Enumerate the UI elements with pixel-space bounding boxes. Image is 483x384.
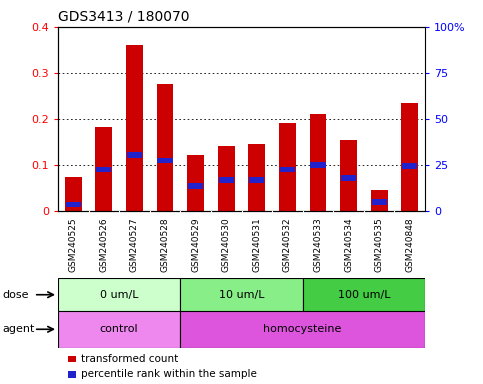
Bar (371, 199, 387, 205)
Text: 100 um/L: 100 um/L (338, 290, 390, 300)
Text: GSM240535: GSM240535 (375, 217, 384, 272)
Bar (249, 177, 265, 183)
Text: agent: agent (2, 324, 35, 334)
Text: GSM240530: GSM240530 (222, 217, 231, 272)
Bar (96, 127, 112, 211)
Text: homocysteine: homocysteine (264, 324, 342, 334)
Bar (248, 144, 265, 211)
Text: GSM240528: GSM240528 (160, 217, 170, 272)
Text: GSM240525: GSM240525 (69, 217, 78, 272)
Bar (180, 278, 303, 311)
Bar (303, 278, 425, 311)
Bar (127, 152, 142, 158)
Bar (58, 278, 180, 311)
Text: GSM240534: GSM240534 (344, 217, 353, 272)
Text: transformed count: transformed count (81, 354, 178, 364)
Bar (156, 84, 173, 211)
Text: percentile rank within the sample: percentile rank within the sample (81, 369, 257, 379)
Bar (188, 183, 203, 189)
Bar (58, 311, 180, 348)
Bar (279, 123, 296, 211)
Bar (280, 167, 295, 172)
Text: GSM240527: GSM240527 (130, 217, 139, 272)
Bar (126, 45, 143, 211)
Text: GSM240526: GSM240526 (99, 217, 108, 272)
Bar (180, 311, 425, 348)
Text: dose: dose (2, 290, 29, 300)
Bar (371, 190, 387, 211)
Bar (310, 114, 327, 211)
Bar (401, 103, 418, 211)
Text: GSM240533: GSM240533 (313, 217, 323, 272)
Text: GSM240531: GSM240531 (252, 217, 261, 272)
Bar (311, 162, 326, 168)
Text: 10 um/L: 10 um/L (219, 290, 264, 300)
Text: control: control (100, 324, 139, 334)
Bar (218, 146, 235, 211)
Bar (340, 140, 357, 211)
Bar (341, 175, 356, 181)
Text: GSM240848: GSM240848 (405, 217, 414, 272)
Text: GDS3413 / 180070: GDS3413 / 180070 (58, 10, 189, 23)
Bar (402, 163, 417, 169)
Bar (219, 177, 234, 183)
Text: 0 um/L: 0 um/L (100, 290, 139, 300)
Bar (66, 202, 81, 207)
Text: GSM240529: GSM240529 (191, 217, 200, 272)
Bar (157, 158, 173, 163)
Text: GSM240532: GSM240532 (283, 217, 292, 272)
Bar (187, 155, 204, 211)
Bar (96, 167, 112, 172)
Bar (65, 177, 82, 211)
